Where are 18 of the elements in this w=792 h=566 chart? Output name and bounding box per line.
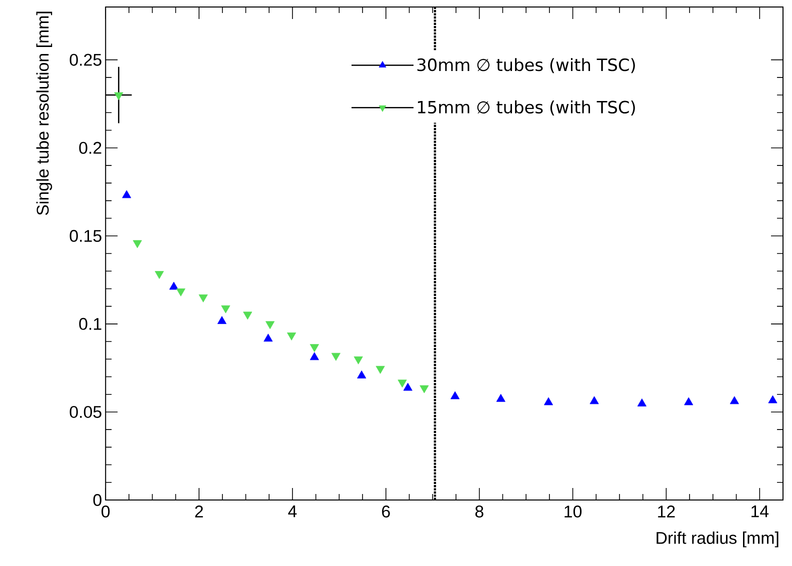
x-axis-title: Drift radius [mm] [656, 532, 778, 548]
x-tick-label: 4 [288, 506, 297, 518]
x-tick-label: 14 [752, 506, 769, 518]
legend-label: 15mm ∅ tubes (with TSC) [418, 100, 635, 116]
y-axis-title: Single tube resolution [mm] [36, 12, 52, 215]
x-tick-label: 0 [102, 506, 110, 518]
y-tick-label: 0 [93, 494, 102, 506]
y-tick-label: 0.2 [79, 142, 102, 154]
x-tick-label: 2 [195, 506, 203, 518]
x-tick-label: 12 [658, 506, 675, 518]
legend-label: 30mm ∅ tubes (with TSC) [417, 58, 635, 74]
y-tick-label: 0.1 [79, 318, 102, 330]
y-tick-label: 0.05 [70, 406, 102, 418]
y-tick-label: 0.25 [70, 54, 102, 66]
x-tick-label: 6 [382, 506, 390, 518]
x-tick-label: 10 [564, 506, 582, 518]
y-tick-label: 0.15 [70, 230, 102, 242]
x-tick-label: 8 [475, 506, 484, 518]
